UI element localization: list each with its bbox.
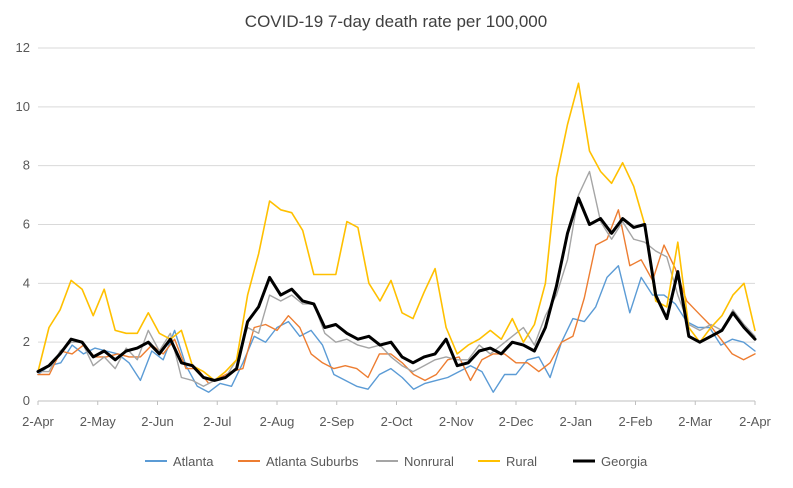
- x-tick-label-3: 2-Jul: [203, 414, 231, 429]
- legend-label-atlanta: Atlanta: [173, 454, 214, 469]
- series-line-atlanta-suburbs: [37, 209, 756, 385]
- series-line-atlanta: [37, 265, 756, 393]
- x-tick-label-9: 2-Jan: [559, 414, 592, 429]
- x-tick-label-1: 2-May: [80, 414, 117, 429]
- x-tick-label-8: 2-Dec: [499, 414, 534, 429]
- y-tick-label-2: 2: [23, 334, 30, 349]
- legend-label-atlanta-suburbs: Atlanta Suburbs: [266, 454, 359, 469]
- x-tick-label-5: 2-Sep: [319, 414, 354, 429]
- legend-label-nonrural: Nonrural: [404, 454, 454, 469]
- x-tick-label-11: 2-Mar: [678, 414, 713, 429]
- legend-label-georgia: Georgia: [601, 454, 648, 469]
- series-line-georgia: [36, 196, 757, 382]
- x-tick-label-6: 2-Oct: [381, 414, 413, 429]
- x-tick-label-0: 2-Apr: [22, 414, 54, 429]
- chart-title: COVID-19 7-day death rate per 100,000: [245, 12, 547, 31]
- x-tick-label-12: 2-Apr: [739, 414, 771, 429]
- series-line-rural: [37, 82, 756, 382]
- y-tick-label-8: 8: [23, 158, 30, 173]
- y-tick-label-6: 6: [23, 217, 30, 232]
- y-tick-label-10: 10: [16, 99, 30, 114]
- x-tick-label-4: 2-Aug: [260, 414, 295, 429]
- y-tick-label-4: 4: [23, 275, 30, 290]
- x-tick-label-10: 2-Feb: [619, 414, 653, 429]
- legend-label-rural: Rural: [506, 454, 537, 469]
- y-tick-label-12: 12: [16, 40, 30, 55]
- series-line-nonrural: [37, 170, 756, 387]
- x-tick-label-2: 2-Jun: [141, 414, 174, 429]
- y-tick-label-0: 0: [23, 393, 30, 408]
- x-tick-label-7: 2-Nov: [439, 414, 474, 429]
